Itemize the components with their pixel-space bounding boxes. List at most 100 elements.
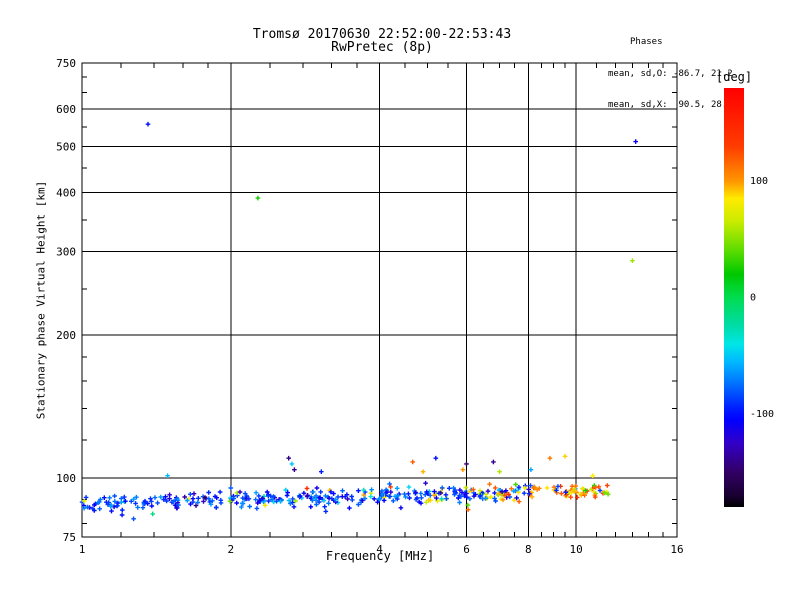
data-point bbox=[253, 497, 258, 502]
data-point bbox=[107, 495, 112, 501]
data-point bbox=[164, 498, 169, 504]
data-point bbox=[493, 485, 498, 491]
data-point bbox=[569, 490, 574, 495]
data-point bbox=[129, 499, 134, 504]
y-tick-label-75: 75 bbox=[63, 531, 76, 544]
data-point bbox=[83, 495, 89, 500]
data-point bbox=[394, 486, 400, 491]
data-point bbox=[97, 506, 102, 512]
data-point bbox=[115, 500, 121, 506]
colorbar-gradient bbox=[724, 88, 744, 507]
data-point bbox=[426, 497, 431, 503]
y-tick-label-600: 600 bbox=[56, 103, 76, 116]
data-point bbox=[323, 493, 328, 499]
data-point bbox=[142, 498, 148, 504]
colorbar-tick-label-0: 0 bbox=[750, 293, 756, 304]
data-point bbox=[456, 495, 461, 501]
data-point bbox=[506, 492, 511, 497]
data-point bbox=[465, 502, 471, 508]
data-point bbox=[285, 490, 290, 495]
data-point bbox=[467, 496, 473, 502]
data-point bbox=[580, 486, 585, 491]
data-point bbox=[322, 504, 327, 509]
data-point bbox=[605, 491, 611, 497]
data-point bbox=[286, 455, 291, 461]
data-point bbox=[471, 493, 477, 499]
data-point bbox=[345, 496, 350, 502]
y-tick-label-750: 750 bbox=[56, 57, 76, 70]
data-point bbox=[255, 500, 260, 506]
data-point bbox=[81, 505, 87, 511]
x-axis-label: Frequency [MHz] bbox=[325, 549, 435, 563]
x-tick-label-4: 4 bbox=[376, 543, 383, 556]
data-point bbox=[488, 494, 494, 500]
data-point bbox=[529, 494, 535, 500]
scatter-points bbox=[79, 121, 638, 522]
data-point bbox=[465, 507, 471, 512]
data-point bbox=[521, 490, 527, 496]
data-point bbox=[134, 494, 139, 500]
data-point bbox=[555, 484, 561, 489]
data-point bbox=[528, 483, 533, 488]
data-point bbox=[114, 503, 120, 509]
data-point bbox=[262, 503, 268, 508]
data-point bbox=[547, 455, 553, 461]
data-point bbox=[213, 505, 219, 510]
data-point bbox=[516, 499, 522, 504]
data-point bbox=[511, 497, 517, 503]
data-point bbox=[633, 139, 638, 144]
data-point bbox=[509, 486, 514, 491]
data-point bbox=[255, 195, 261, 201]
data-point bbox=[149, 503, 155, 509]
data-point bbox=[528, 467, 534, 472]
data-point bbox=[201, 499, 206, 504]
data-point bbox=[459, 490, 465, 495]
data-point bbox=[483, 492, 489, 497]
data-point bbox=[149, 499, 154, 504]
data-point bbox=[227, 499, 233, 504]
data-point bbox=[240, 501, 245, 506]
data-point bbox=[513, 482, 518, 487]
data-point bbox=[155, 500, 160, 506]
data-point bbox=[483, 496, 488, 501]
data-point bbox=[152, 495, 158, 500]
data-point bbox=[119, 512, 125, 518]
x-tick-label-1: 1 bbox=[79, 543, 86, 556]
data-point bbox=[193, 503, 199, 508]
data-point bbox=[447, 486, 452, 491]
data-point bbox=[234, 490, 240, 496]
data-point bbox=[102, 495, 107, 500]
data-point bbox=[246, 496, 252, 502]
data-point bbox=[278, 499, 283, 504]
data-point bbox=[590, 473, 595, 478]
data-point bbox=[208, 502, 214, 507]
data-point bbox=[340, 488, 345, 493]
data-point bbox=[424, 500, 429, 505]
data-point bbox=[568, 494, 573, 500]
data-point bbox=[464, 461, 469, 467]
data-point bbox=[326, 501, 331, 506]
data-point bbox=[165, 473, 170, 478]
x-tick-label-6: 6 bbox=[463, 543, 470, 556]
data-point bbox=[410, 459, 415, 465]
data-point bbox=[384, 489, 390, 495]
data-point bbox=[316, 499, 322, 505]
data-point bbox=[380, 491, 385, 497]
data-point bbox=[301, 490, 307, 496]
data-point bbox=[435, 498, 440, 504]
data-point bbox=[304, 486, 310, 491]
y-tick-label-500: 500 bbox=[56, 140, 76, 153]
data-point bbox=[112, 499, 118, 504]
data-point bbox=[418, 500, 424, 506]
data-point bbox=[185, 498, 190, 503]
data-point bbox=[630, 258, 635, 263]
data-point bbox=[254, 506, 260, 511]
data-point bbox=[123, 498, 128, 504]
data-point bbox=[182, 494, 187, 500]
data-point bbox=[140, 505, 146, 510]
data-point bbox=[554, 488, 559, 493]
data-point bbox=[242, 491, 248, 496]
data-point bbox=[462, 491, 468, 497]
data-point bbox=[210, 498, 215, 504]
